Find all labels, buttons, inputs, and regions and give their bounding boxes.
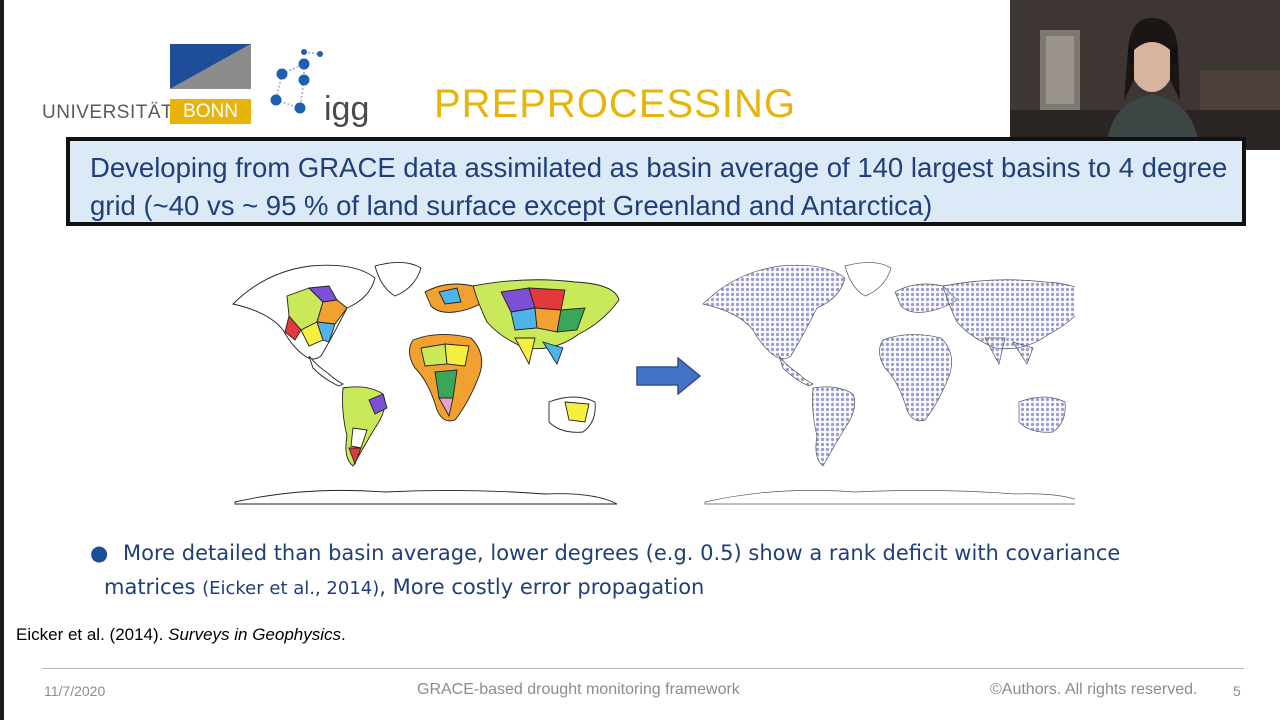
world-maps-svg bbox=[232, 262, 1090, 505]
bullet-text-matrices: matrices bbox=[104, 575, 203, 599]
reference-authors: Eicker et al. (2014). bbox=[16, 625, 169, 644]
bullet-dot-icon: ● bbox=[90, 541, 109, 565]
right-arrow-icon bbox=[636, 357, 702, 395]
bullet-citation: (Eicker et al., 2014) bbox=[202, 578, 380, 599]
footer-rights: ©Authors. All rights reserved. bbox=[990, 681, 1198, 698]
footer-divider bbox=[42, 668, 1244, 669]
university-bonn-logo: UNIVERSITÄT BONN bbox=[42, 44, 254, 126]
basin-map bbox=[232, 262, 620, 505]
igg-logo-text: igg bbox=[324, 90, 370, 128]
webcam-video bbox=[1010, 0, 1280, 150]
bullet-text-end: , More costly error propagation bbox=[379, 575, 705, 599]
reference: Eicker et al. (2014). Surveys in Geophys… bbox=[16, 625, 346, 645]
bonn-logo-text: UNIVERSITÄT bbox=[42, 102, 174, 123]
reference-end: . bbox=[341, 625, 346, 644]
footer-page-number: 5 bbox=[1233, 683, 1241, 699]
grid-map bbox=[702, 262, 1090, 505]
footer-date: 11/7/2020 bbox=[44, 683, 106, 699]
slide-edge bbox=[0, 0, 4, 720]
slide-title: PREPROCESSING bbox=[434, 82, 796, 126]
highlight-box: Developing from GRACE data assimilated a… bbox=[66, 137, 1246, 226]
igg-grid-icon bbox=[270, 49, 323, 114]
bullet-text-line1: More detailed than basin average, lower … bbox=[123, 541, 1121, 565]
footer-title: GRACE-based drought monitoring framework bbox=[417, 681, 740, 698]
presenter-video-icon bbox=[1010, 0, 1280, 150]
bullet-point: ● More detailed than basin average, lowe… bbox=[90, 536, 1260, 606]
igg-logo: igg bbox=[262, 44, 376, 134]
bonn-logo-box: BONN bbox=[170, 99, 251, 124]
highlight-text: Developing from GRACE data assimilated a… bbox=[90, 152, 1228, 221]
world-maps bbox=[225, 252, 1090, 517]
reference-journal: Surveys in Geophysics bbox=[168, 625, 342, 644]
